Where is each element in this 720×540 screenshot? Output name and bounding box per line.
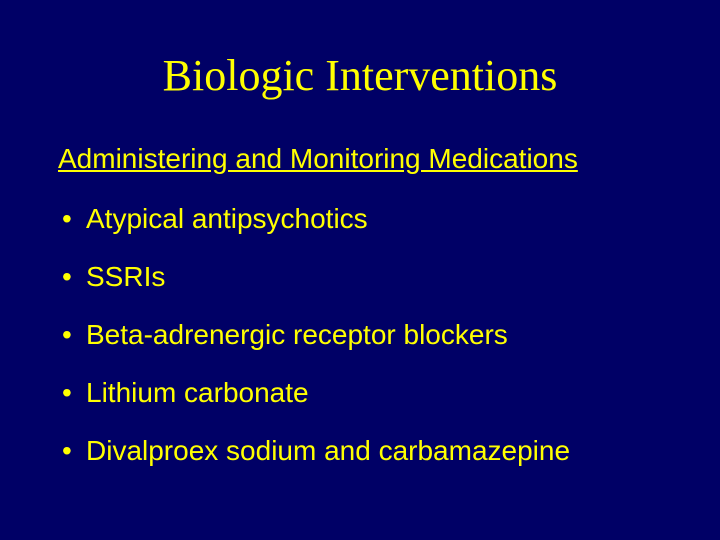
slide-title: Biologic Interventions [50,50,670,101]
bullet-list: Atypical antipsychotics SSRIs Beta-adren… [58,203,670,467]
slide-subtitle: Administering and Monitoring Medications [58,143,670,175]
list-item: Lithium carbonate [58,377,670,409]
list-item: SSRIs [58,261,670,293]
list-item: Beta-adrenergic receptor blockers [58,319,670,351]
list-item: Atypical antipsychotics [58,203,670,235]
list-item: Divalproex sodium and carbamazepine [58,435,670,467]
slide: Biologic Interventions Administering and… [0,0,720,540]
